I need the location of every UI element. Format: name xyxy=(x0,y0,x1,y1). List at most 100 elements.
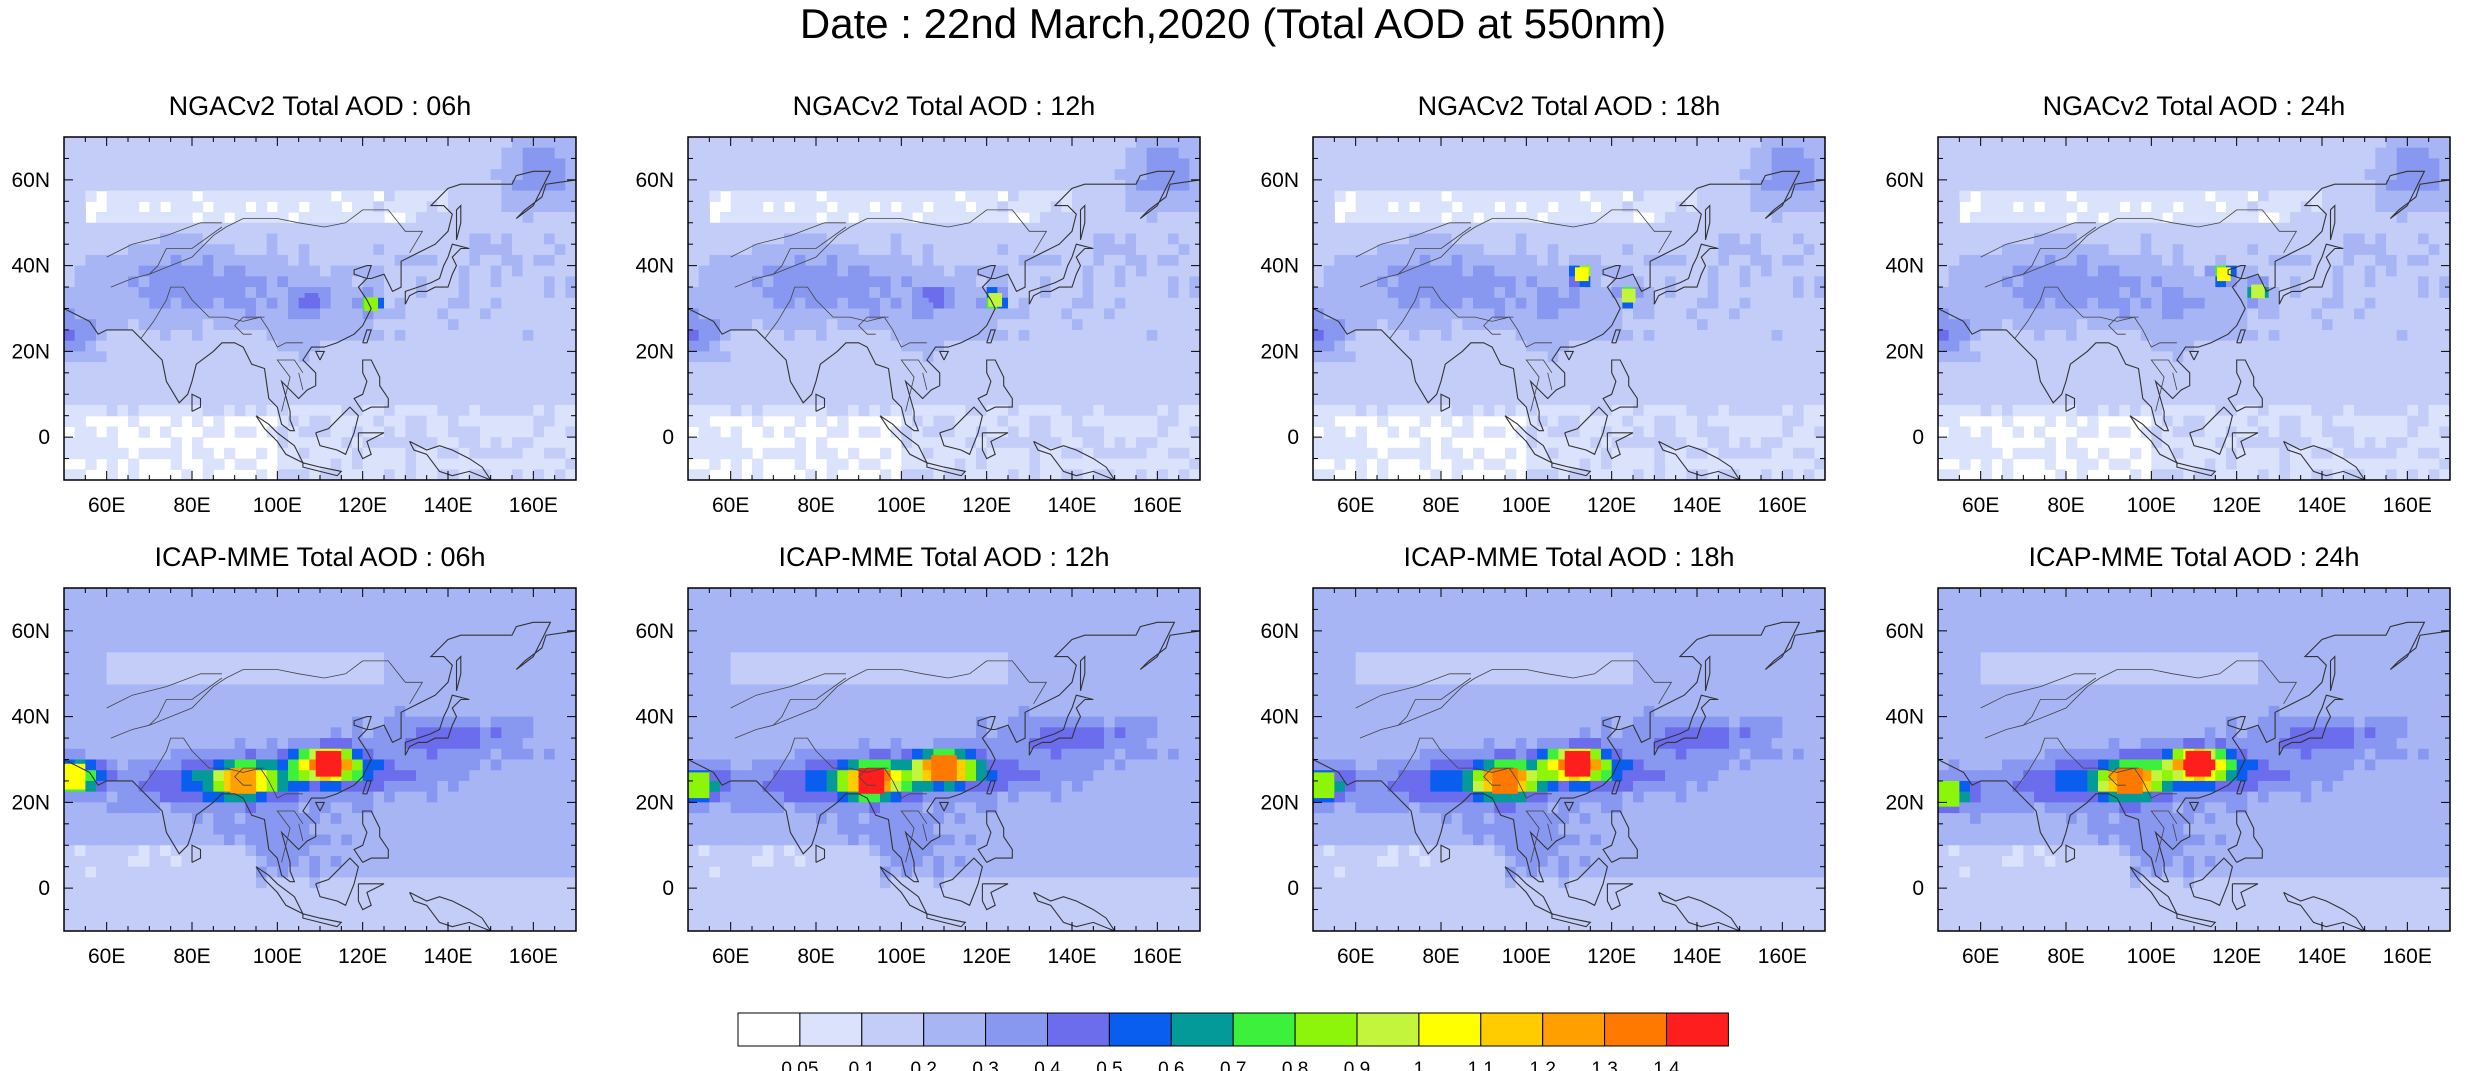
aod-cell xyxy=(1355,394,1367,406)
aod-cell xyxy=(394,287,406,299)
aod-cell xyxy=(698,287,710,299)
aod-cell xyxy=(741,137,753,149)
aod-cell xyxy=(688,447,700,460)
aod-cell xyxy=(1643,372,1655,385)
aod-cell xyxy=(773,222,785,235)
aod-cell xyxy=(869,158,881,170)
aod-cell xyxy=(1697,426,1709,438)
aod-cell xyxy=(490,329,502,342)
aod-cell xyxy=(1018,426,1030,438)
aod-cell xyxy=(933,447,945,460)
aod-cell xyxy=(1793,447,1805,460)
aod-cell xyxy=(1125,319,1137,331)
aod-cell xyxy=(1793,404,1805,417)
aod-cell xyxy=(698,169,710,181)
aod-cell xyxy=(1136,201,1148,213)
aod-cell xyxy=(933,137,945,149)
aod-cell xyxy=(234,458,246,470)
aod-hotspot xyxy=(304,293,319,307)
aod-cell xyxy=(986,383,998,395)
aod-cell xyxy=(245,287,257,299)
aod-cell xyxy=(1409,394,1421,406)
aod-cell xyxy=(117,169,129,181)
aod-cell xyxy=(1082,394,1094,406)
aod-cell xyxy=(1558,351,1570,363)
coastline xyxy=(64,170,576,432)
aod-cell xyxy=(1515,287,1527,299)
aod-cell xyxy=(709,158,721,170)
aod-cell xyxy=(1697,383,1709,395)
aod-cell xyxy=(1387,265,1399,277)
x-tick-label: 60E xyxy=(712,494,749,517)
aod-cell xyxy=(1633,308,1645,320)
aod-cell xyxy=(2279,147,2291,160)
aod-cell xyxy=(1654,340,1666,352)
aod-cell xyxy=(1008,276,1020,288)
aod-cell xyxy=(954,437,966,449)
aod-cell xyxy=(688,329,700,342)
aod-cell xyxy=(138,426,150,438)
aod-cell xyxy=(1622,415,1634,428)
x-tick-label: 100E xyxy=(253,494,302,517)
aod-cell xyxy=(954,244,966,256)
aod-cell xyxy=(1136,469,1148,480)
aod-cell xyxy=(469,329,481,342)
y-tick-label: 20N xyxy=(635,340,674,363)
aod-cell xyxy=(416,254,428,267)
aod-cell xyxy=(965,372,977,385)
aod-cell xyxy=(816,372,828,385)
aod-cell xyxy=(1665,169,1677,181)
aod-cell xyxy=(1697,147,1709,160)
aod-cell xyxy=(1345,340,1357,352)
aod-cell xyxy=(2396,190,2408,202)
aod-cell xyxy=(752,179,764,192)
aod-cell xyxy=(1601,287,1613,299)
aod-cell xyxy=(1601,308,1613,320)
aod-cell xyxy=(469,276,481,288)
aod-cell xyxy=(933,244,945,256)
aod-cell xyxy=(1419,201,1431,213)
aod-cell xyxy=(1345,437,1357,449)
aod-cell xyxy=(2247,137,2259,149)
aod-cell xyxy=(1040,233,1052,245)
aod-cell xyxy=(1157,415,1169,428)
aod-cell xyxy=(533,372,545,385)
aod-cell xyxy=(224,233,236,245)
aod-cell xyxy=(202,287,214,299)
country-border xyxy=(1355,222,1471,258)
aod-cell xyxy=(160,340,172,352)
aod-cell xyxy=(922,212,934,224)
aod-cell xyxy=(234,297,246,310)
aod-cell xyxy=(160,297,172,310)
aod-cell xyxy=(720,394,732,406)
aod-cell xyxy=(2151,169,2163,181)
aod-cell xyxy=(1569,297,1581,310)
aod-cell xyxy=(1537,233,1549,245)
aod-cell xyxy=(480,190,492,202)
aod-cell xyxy=(426,233,438,245)
aod-cell xyxy=(1050,297,1062,310)
aod-cell xyxy=(762,372,774,385)
aod-cell xyxy=(1729,254,1741,267)
aod-cell xyxy=(1157,287,1169,299)
aod-cell xyxy=(256,394,268,406)
aod-cell xyxy=(720,212,732,224)
aod-cell xyxy=(901,190,913,202)
aod-cell xyxy=(1029,415,1041,428)
aod-cell xyxy=(352,287,364,299)
aod-cell xyxy=(1718,404,1730,417)
aod-cell xyxy=(1366,233,1378,245)
coastline xyxy=(362,329,372,344)
aod-cell xyxy=(933,469,945,480)
aod-cell xyxy=(688,137,700,149)
aod-cell xyxy=(1377,244,1389,256)
aod-cell xyxy=(730,287,742,299)
aod-cell xyxy=(234,276,246,288)
aod-cell xyxy=(1601,383,1613,395)
aod-cell xyxy=(954,297,966,310)
aod-cell xyxy=(416,437,428,449)
aod-cell xyxy=(912,244,924,256)
aod-cell xyxy=(1601,426,1613,438)
aod-cell xyxy=(74,340,86,352)
aod-cell xyxy=(1771,265,1783,277)
